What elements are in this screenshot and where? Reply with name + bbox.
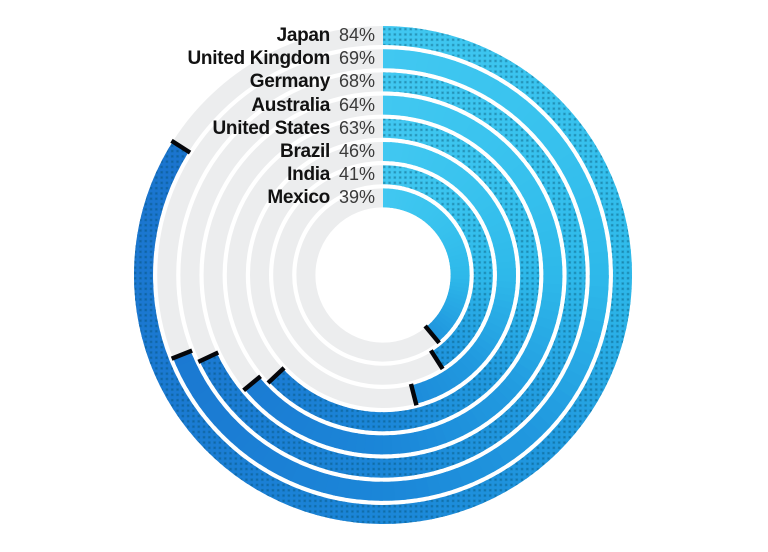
ring-end-cap-united-states — [266, 366, 286, 385]
ring-end-cap-australia — [242, 374, 262, 393]
ring-japan — [133, 25, 633, 525]
arc-dot-texture — [134, 26, 632, 524]
legend-country-label: Germany — [249, 71, 331, 93]
ring-united-states — [266, 118, 540, 432]
legend: Japan 84% United Kingdom 69% Germany 68% Austr… — [0, 0, 375, 230]
legend-row-japan: Japan 84% — [0, 24, 375, 47]
legend-row-united-kingdom: United Kingdom 69% — [0, 47, 375, 70]
legend-row-mexico: Mexico 39% — [0, 186, 375, 209]
legend-row-india: India 41% — [0, 163, 375, 186]
ring-end-cap-mexico — [423, 324, 441, 345]
ring-end-cap-japan — [170, 138, 192, 155]
ring-australia — [242, 95, 563, 455]
ring-end-cap-germany — [197, 350, 220, 364]
ring-mexico — [382, 188, 470, 345]
legend-country-label: United Kingdom — [187, 48, 330, 70]
arc-dot-texture — [269, 118, 540, 432]
ring-brazil — [382, 142, 516, 406]
legend-value-label: 84% — [338, 25, 375, 45]
legend-row-australia: Australia 64% — [0, 94, 375, 117]
legend-value-label: 39% — [338, 187, 375, 208]
ring-india — [382, 165, 493, 371]
ring-germany — [197, 72, 586, 478]
legend-row-germany: Germany 68% — [0, 70, 375, 93]
legend-country-label: United States — [212, 117, 330, 139]
legend-row-brazil: Brazil 46% — [0, 140, 375, 163]
legend-value-label: 68% — [338, 71, 375, 92]
legend-country-label: Mexico — [267, 187, 330, 209]
legend-row-united-states: United States 63% — [0, 117, 375, 140]
legend-country-label: Japan — [276, 25, 331, 46]
legend-value-label: 41% — [338, 164, 375, 185]
legend-country-label: India — [287, 164, 330, 186]
legend-value-label: 63% — [338, 117, 375, 138]
legend-value-label: 46% — [338, 141, 375, 161]
arc-dot-texture — [199, 72, 586, 478]
ring-end-cap-india — [428, 349, 445, 371]
arc-dot-texture — [382, 165, 493, 368]
legend-value-label: 64% — [338, 94, 375, 115]
legend-country-label: Australia — [251, 94, 330, 116]
ring-end-cap-united-kingdom — [170, 348, 193, 361]
legend-country-label: Brazil — [280, 141, 330, 162]
ring-end-cap-brazil — [408, 383, 419, 406]
legend-value-label: 69% — [338, 48, 375, 69]
ring-united-kingdom — [170, 49, 609, 501]
